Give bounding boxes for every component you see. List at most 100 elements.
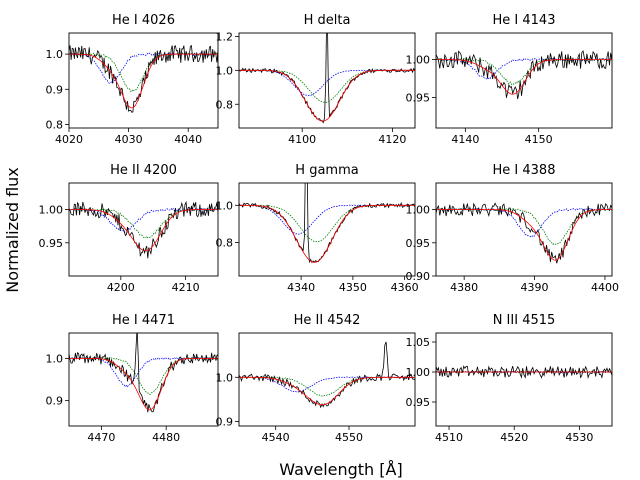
y-axis-label: Normalized flux <box>3 167 22 293</box>
y-tick-label: 0.95 <box>406 237 431 250</box>
y-tick-label: 0.9 <box>46 395 64 408</box>
y-tick-label: 1.0 <box>46 352 64 365</box>
y-tick-label: 0.90 <box>406 270 431 283</box>
panel-frame <box>435 32 613 129</box>
x-tick-label: 4480 <box>152 431 180 444</box>
panel-frame <box>238 182 416 277</box>
panel-lines <box>239 341 415 409</box>
y-tick-label: 1.0 <box>216 371 234 384</box>
x-tick-label: 4040 <box>174 133 202 146</box>
panel-3: He II 4200 4200 4210 0.95 1.00 <box>39 163 219 294</box>
panel-7: He II 4542 4540 4550 0.9 1.0 <box>216 313 416 444</box>
y-tick-label: 1.0 <box>46 48 64 61</box>
panel-lines <box>69 44 218 113</box>
x-axis-label: Wavelength [Å] <box>279 460 402 479</box>
panel-frame <box>238 32 416 129</box>
model-fit-line <box>239 204 415 263</box>
x-tick-label: 4120 <box>378 133 406 146</box>
x-tick-label: 4030 <box>115 133 143 146</box>
panel-title: He II 4542 <box>294 313 361 328</box>
model-fit-line <box>69 358 218 411</box>
x-tick-label: 4400 <box>591 281 619 294</box>
panel-lines <box>436 202 612 264</box>
component-2-line <box>69 207 218 239</box>
x-tick-label: 4360 <box>391 281 419 294</box>
component-2-line <box>69 52 218 93</box>
y-tick-label: 0.8 <box>216 237 234 250</box>
panel-title: H delta <box>304 13 351 28</box>
x-tick-label: 4390 <box>521 281 549 294</box>
component-2-line <box>239 376 415 397</box>
panel-frame <box>238 332 416 427</box>
panel-frame <box>68 332 219 427</box>
y-tick-label: 1.00 <box>406 204 431 217</box>
observed-spectrum-line <box>436 50 612 100</box>
x-tick-label: 4380 <box>450 281 478 294</box>
component-1-line <box>69 207 218 234</box>
panel-1: H delta 4100 4120 0.8 1.0 1.2 <box>216 13 416 146</box>
component-2-line <box>69 356 218 396</box>
panel-title: He II 4200 <box>110 163 177 178</box>
panel-title: He I 4388 <box>493 163 556 178</box>
panel-2: He I 4143 4140 4150 0.95 1.00 <box>406 13 613 146</box>
x-tick-label: 4470 <box>87 431 115 444</box>
panel-lines <box>239 183 415 264</box>
component-2-line <box>239 69 415 103</box>
panel-4: H gamma 4340 4350 4360 0.8 1.0 <box>216 163 419 294</box>
observed-spectrum-line <box>69 333 218 413</box>
panel-lines <box>69 333 218 413</box>
x-tick-label: 4140 <box>451 133 479 146</box>
model-fit-line <box>436 59 612 95</box>
panel-lines <box>436 365 612 379</box>
panel-title: N III 4515 <box>493 313 556 328</box>
x-tick-label: 4550 <box>335 431 363 444</box>
model-fit-line <box>69 53 218 109</box>
y-tick-label: 0.95 <box>406 92 431 105</box>
x-tick-label: 4200 <box>107 281 135 294</box>
component-1-line <box>69 52 218 84</box>
y-tick-label: 1.00 <box>39 204 64 217</box>
panel-title: H gamma <box>295 163 358 178</box>
panel-frame <box>435 182 613 277</box>
x-tick-label: 4530 <box>565 431 593 444</box>
observed-spectrum-line <box>69 200 218 259</box>
y-tick-label: 1.0 <box>216 64 234 77</box>
y-tick-label: 0.8 <box>216 98 234 111</box>
component-1-line <box>239 204 415 235</box>
panel-lines <box>69 200 218 259</box>
y-tick-label: 0.9 <box>46 83 64 96</box>
panel-title: He I 4471 <box>112 313 175 328</box>
x-tick-label: 4020 <box>55 133 83 146</box>
x-tick-label: 4540 <box>262 431 290 444</box>
model-fit-line <box>436 209 612 261</box>
panel-title: He I 4026 <box>112 13 175 28</box>
observed-spectrum-line <box>436 202 612 264</box>
x-tick-label: 4350 <box>339 281 367 294</box>
panel-0: He I 4026 4020 4030 4040 0.8 0.9 1.0 <box>46 13 219 146</box>
observed-spectrum-line <box>239 183 415 264</box>
panel-6: He I 4471 4470 4480 0.9 1.0 <box>46 313 219 444</box>
panel-frame <box>68 32 219 129</box>
model-fit-line <box>69 209 218 252</box>
y-tick-label: 0.95 <box>39 237 64 250</box>
y-tick-label: 1.00 <box>406 366 431 379</box>
y-tick-label: 1.05 <box>406 336 431 349</box>
component-1-line <box>239 69 415 96</box>
component-1-line <box>239 376 415 393</box>
panel-8: N III 4515 4510 4520 4530 0.95 1.00 1.05 <box>406 313 613 444</box>
x-tick-label: 4520 <box>500 431 528 444</box>
y-tick-label: 0.95 <box>406 396 431 409</box>
x-tick-label: 4100 <box>288 133 316 146</box>
panel-title: He I 4143 <box>493 13 556 28</box>
y-tick-label: 0.8 <box>46 118 64 131</box>
y-tick-label: 1.0 <box>216 199 234 212</box>
y-tick-label: 1.00 <box>406 54 431 67</box>
model-fit-line <box>239 69 415 122</box>
x-tick-label: 4210 <box>172 281 200 294</box>
model-fit-line <box>239 376 415 406</box>
observed-spectrum-line <box>239 341 415 409</box>
panel-frame <box>435 332 613 427</box>
panel-frame <box>68 182 219 277</box>
component-2-line <box>239 204 415 243</box>
